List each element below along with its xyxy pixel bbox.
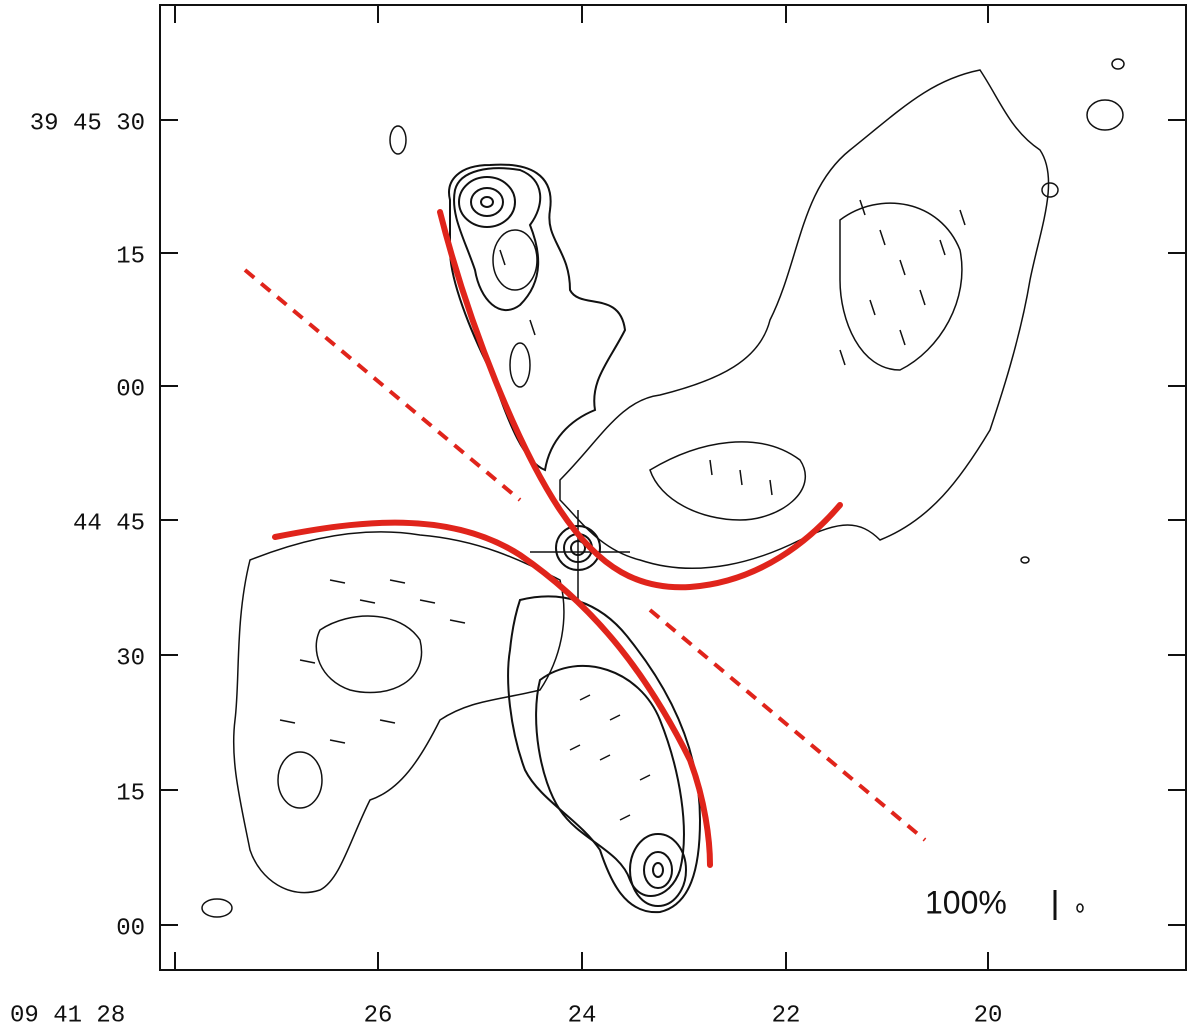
x-label: 26 — [364, 1002, 393, 1029]
y-label: 39 45 30 — [30, 110, 145, 137]
y-label: 44 45 — [73, 510, 145, 537]
x-label: 20 — [974, 1002, 1003, 1029]
y-label: 00 — [116, 915, 145, 942]
x-label: 24 — [568, 1002, 597, 1029]
ticks — [160, 5, 1186, 970]
y-label: 15 — [116, 780, 145, 807]
y-label: 30 — [116, 645, 145, 672]
polarization-vectors — [279, 199, 966, 821]
y-axis-labels: 39 45 30 15 00 44 45 30 15 00 — [30, 110, 145, 942]
model-curves — [243, 209, 927, 868]
x-label: 09 41 28 — [10, 1002, 125, 1029]
contours — [201, 58, 1125, 918]
scale-label: 100% — [925, 884, 1007, 920]
x-axis-labels: 09 41 28 26 24 22 20 — [10, 1002, 1002, 1029]
frame — [159, 4, 1187, 971]
y-label: 00 — [116, 376, 145, 403]
y-label: 15 — [116, 243, 145, 270]
x-label: 22 — [772, 1002, 801, 1029]
